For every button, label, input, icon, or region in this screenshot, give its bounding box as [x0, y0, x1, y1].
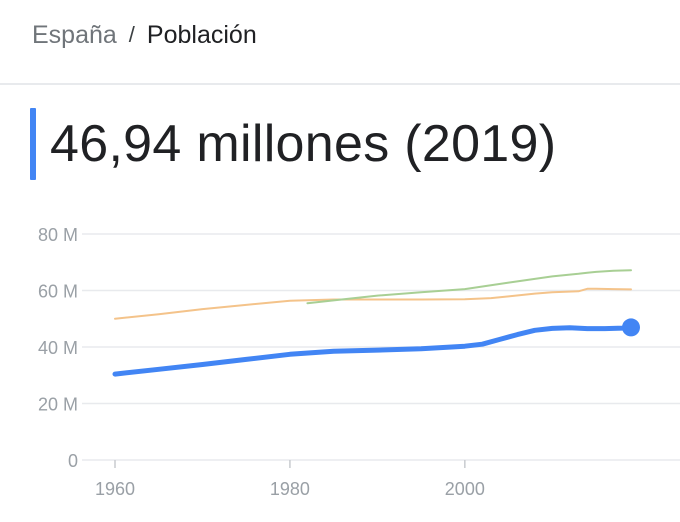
y-tick-label: 80 M [38, 225, 78, 245]
y-tick-label: 40 M [38, 338, 78, 358]
x-tick-label: 1980 [270, 479, 310, 499]
headline: 46,94 millones (2019) [30, 108, 556, 180]
series-endpoint-marker[interactable] [622, 318, 640, 337]
chart-axis-labels: 0 20 M 40 M 60 M 80 M 1960 1980 2000 [38, 225, 485, 499]
population-chart[interactable]: 0 20 M 40 M 60 M 80 M 1960 1980 2000 [0, 215, 680, 515]
breadcrumb-country[interactable]: España [32, 20, 117, 49]
x-tick-label: 1960 [95, 479, 135, 499]
series-line-0 [114, 287, 632, 320]
chart-series [112, 269, 640, 377]
series-line-2 [112, 324, 634, 377]
series-line-1 [306, 269, 632, 305]
header-divider [0, 83, 680, 85]
y-tick-label: 60 M [38, 282, 78, 302]
y-tick-label: 20 M [38, 395, 78, 415]
breadcrumb-topic: Población [146, 20, 257, 49]
headline-value: 46,94 millones (2019) [50, 115, 557, 173]
breadcrumb: España / Población [32, 16, 257, 54]
y-tick-label: 0 [68, 451, 78, 471]
breadcrumb-separator: / [128, 22, 135, 47]
headline-accent-bar [30, 108, 36, 180]
x-tick-label: 2000 [445, 479, 485, 499]
